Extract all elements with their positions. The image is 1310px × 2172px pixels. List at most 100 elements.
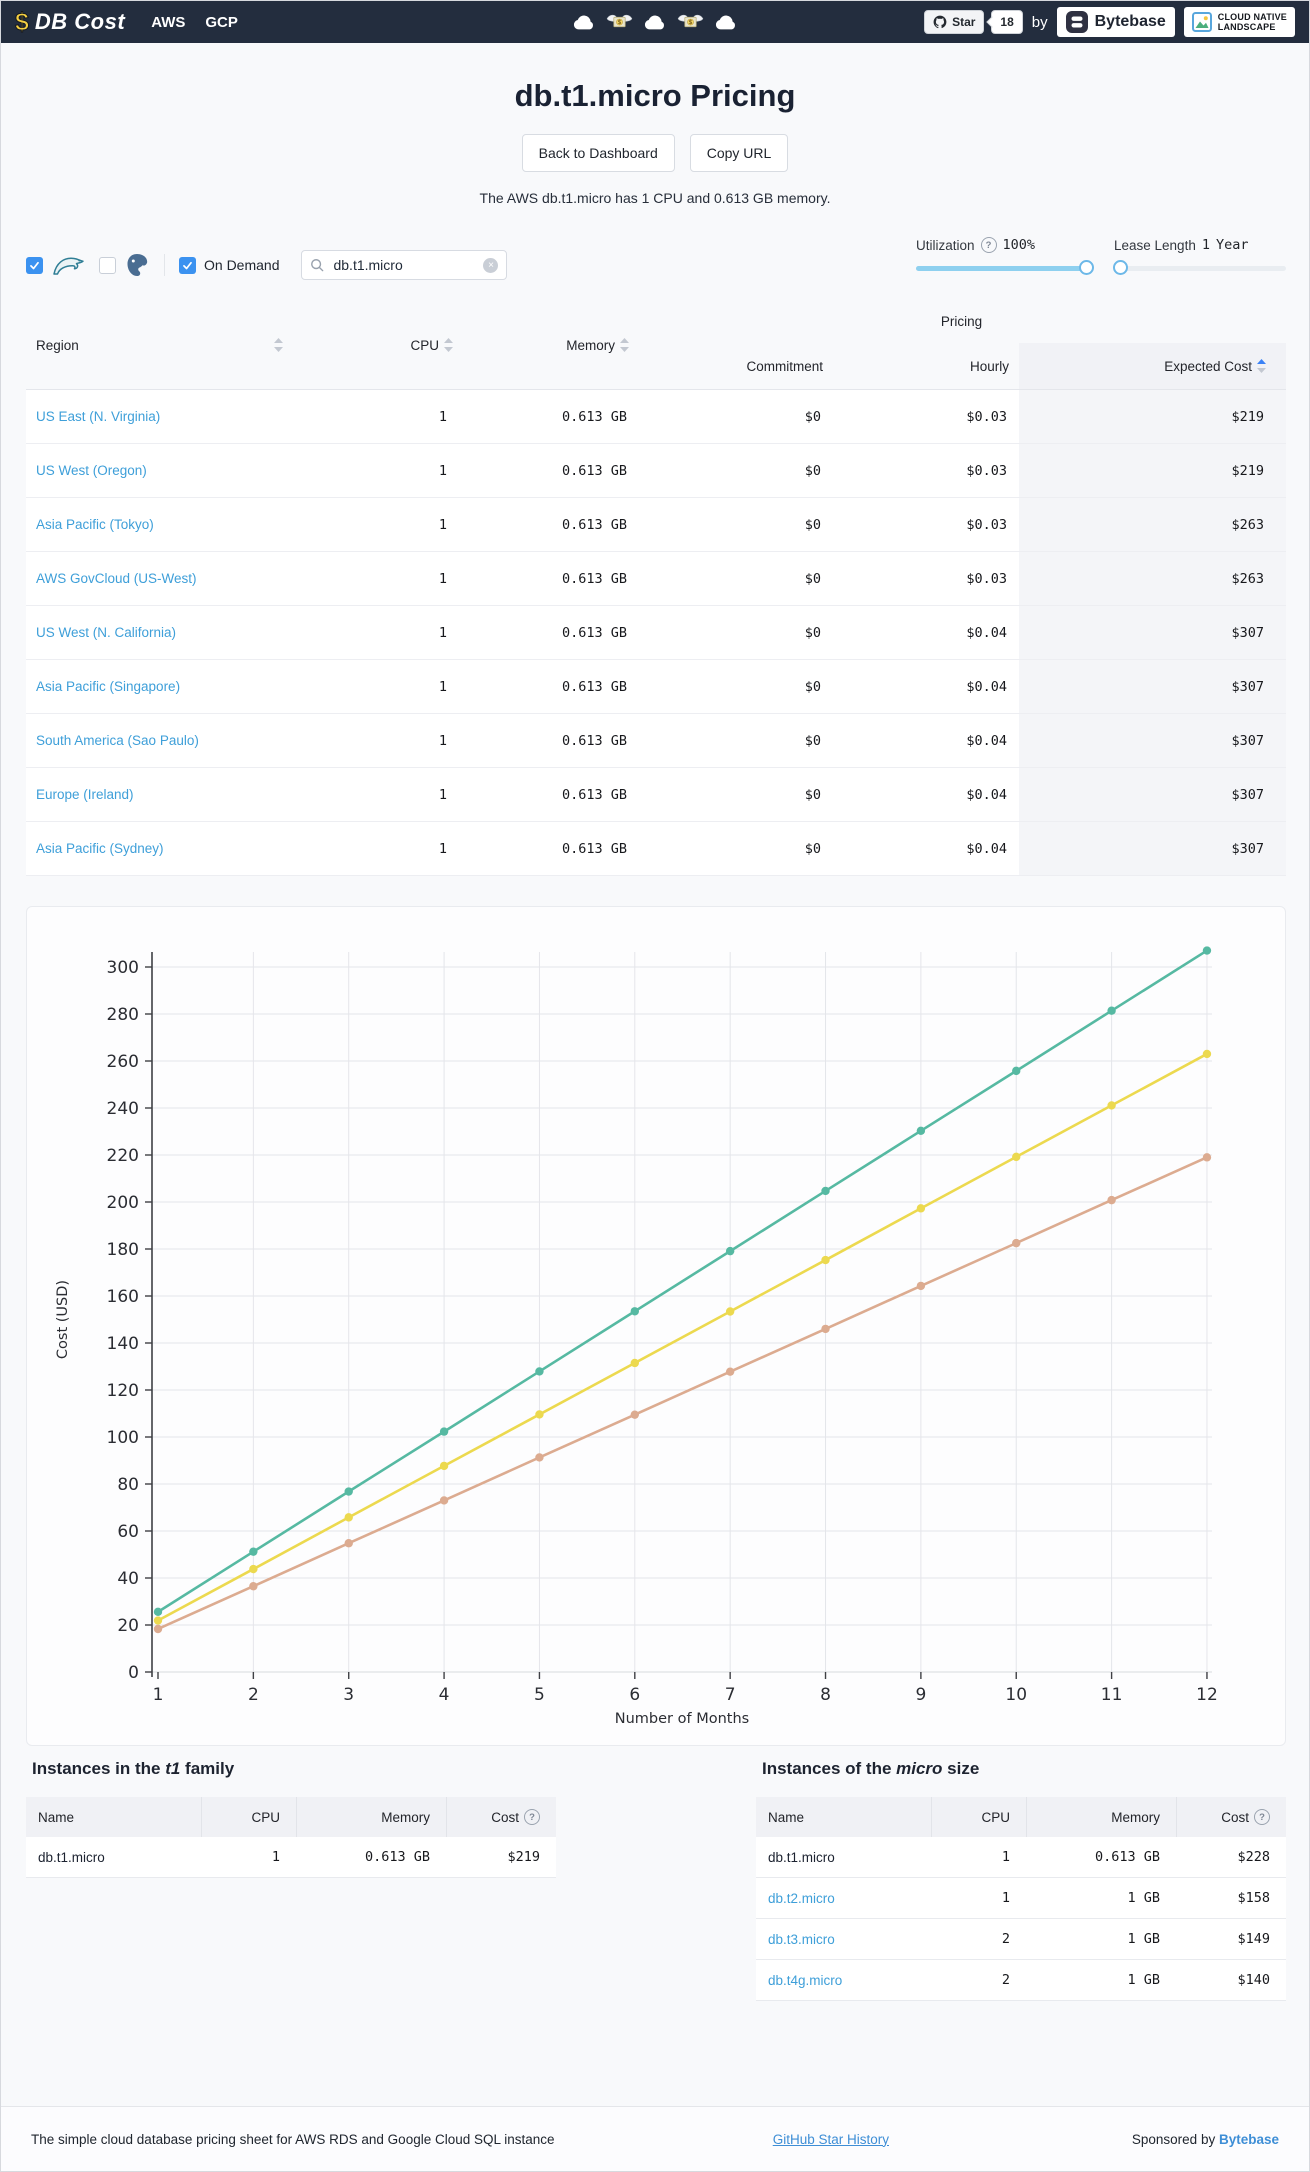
utilization-control: Utilization ? 100% — [916, 237, 1094, 291]
region-link[interactable]: US East (N. Virginia) — [36, 409, 161, 424]
search-icon — [310, 258, 324, 272]
github-star-count[interactable]: 18 — [991, 10, 1023, 34]
lease-length-slider[interactable] — [1113, 260, 1286, 275]
region-link[interactable]: South America (Sao Paulo) — [36, 733, 199, 748]
commitment-cell: $0 — [804, 624, 821, 641]
nav-links: AWS GCP — [151, 14, 238, 31]
svg-text:10: 10 — [1005, 1685, 1027, 1705]
region-link[interactable]: US West (Oregon) — [36, 463, 147, 478]
mysql-checkbox[interactable] — [26, 256, 43, 274]
commitment-cell: $0 — [804, 408, 821, 425]
expected-cost-cell: $307 — [1019, 714, 1286, 767]
region-cell: US East (N. Virginia) — [26, 390, 305, 443]
nav-item-gcp[interactable]: GCP — [205, 13, 238, 31]
utilization-value: 100% — [1002, 237, 1036, 253]
landscape-label: CLOUD NATIVE LANDSCAPE — [1217, 12, 1287, 32]
svg-text:12: 12 — [1196, 1685, 1218, 1705]
region-link[interactable]: Asia Pacific (Sydney) — [36, 841, 164, 856]
github-star-history-link[interactable]: GitHub Star History — [772, 2131, 889, 2147]
utilization-label: Utilization — [916, 237, 975, 253]
instance-link[interactable]: db.t4g.micro — [768, 1972, 843, 1988]
sponsored-by: Sponsored by Bytebase — [1131, 2131, 1279, 2147]
money-with-wings-icon: $ — [677, 13, 704, 32]
column-header-memory[interactable]: Memory — [467, 301, 637, 389]
svg-text:$: $ — [689, 20, 693, 26]
mysql-dolphin-icon — [51, 252, 85, 278]
table-row: Asia Pacific (Singapore) 1 0.613 GB $0 $0.04… — [26, 660, 1286, 714]
navbar: $ DB Cost AWS GCP $ $ Star 18 by Bytebase — [1, 1, 1309, 43]
lease-length-unit: Year — [1215, 237, 1249, 253]
github-star-widget: Star 18 — [924, 10, 1023, 34]
hourly-cell: $0.04 — [966, 840, 1007, 857]
instance-name: db.t1.micro — [768, 1849, 835, 1865]
cpu-cell: 1 — [438, 732, 447, 749]
utilization-slider-handle[interactable] — [1079, 260, 1094, 275]
size-table-header: Name CPU Memory Cost? — [756, 1797, 1286, 1837]
cost-cell: $219 — [507, 1849, 540, 1865]
bytebase-footer-link[interactable]: Bytebase — [1218, 2131, 1279, 2147]
cpu-cell: 2 — [1001, 1931, 1010, 1947]
commitment-cell: $0 — [804, 516, 821, 533]
cpu-cell: 2 — [1001, 1972, 1010, 1988]
cloud-icon — [572, 13, 596, 32]
svg-text:4: 4 — [439, 1685, 450, 1705]
instance-link[interactable]: db.t2.micro — [768, 1890, 835, 1906]
utilization-slider[interactable] — [916, 260, 1094, 275]
table-row: db.t1.micro 1 0.613 GB $219 — [26, 1837, 556, 1878]
svg-text:7: 7 — [725, 1685, 736, 1705]
svg-text:180: 180 — [107, 1240, 139, 1260]
svg-text:240: 240 — [107, 1099, 139, 1119]
by-label: by — [1031, 13, 1048, 31]
expected-cost-cell: $263 — [1019, 498, 1286, 551]
cloud-icon — [714, 13, 738, 32]
region-link[interactable]: Europe (Ireland) — [36, 787, 134, 802]
table-row: db.t4g.micro 2 1 GB $140 — [756, 1960, 1286, 2001]
nav-item-aws[interactable]: AWS — [151, 13, 186, 31]
table-row: AWS GovCloud (US-West) 1 0.613 GB $0 $0.03 $2… — [26, 552, 1286, 606]
table-row: Asia Pacific (Tokyo) 1 0.613 GB $0 $0.03 $263 — [26, 498, 1286, 552]
app-logo[interactable]: $ DB Cost — [15, 9, 125, 35]
bytebase-logo-icon — [1065, 11, 1088, 33]
cost-help-icon[interactable]: ? — [1254, 1809, 1270, 1825]
column-header-expected-cost[interactable]: Expected Cost — [1019, 343, 1286, 389]
on-demand-checkbox[interactable] — [179, 256, 196, 274]
github-star-button[interactable]: Star — [924, 10, 985, 34]
lease-length-slider-handle[interactable] — [1113, 260, 1128, 275]
cpu-cell: 1 — [438, 624, 447, 641]
sort-icon — [444, 338, 453, 352]
clear-search-icon[interactable]: × — [483, 257, 499, 273]
region-link[interactable]: Asia Pacific (Tokyo) — [36, 517, 154, 532]
search-input[interactable] — [331, 256, 477, 274]
svg-text:40: 40 — [117, 1569, 139, 1589]
commitment-cell: $0 — [804, 786, 821, 803]
back-to-dashboard-button[interactable]: Back to Dashboard — [521, 134, 675, 172]
svg-text:3: 3 — [343, 1685, 354, 1705]
utilization-help-icon[interactable]: ? — [980, 237, 997, 253]
column-header-region[interactable]: Region — [26, 301, 305, 389]
memory-cell: 0.613 GB — [561, 840, 627, 857]
page-title: db.t1.micro Pricing — [514, 77, 796, 113]
svg-text:$: $ — [618, 20, 622, 26]
bytebase-badge[interactable]: Bytebase — [1056, 7, 1175, 37]
family-table-header: Name CPU Memory Cost? — [26, 1797, 556, 1837]
column-header-cpu[interactable]: CPU — [305, 301, 467, 389]
postgresql-checkbox[interactable] — [99, 256, 116, 274]
copy-url-button[interactable]: Copy URL — [689, 134, 789, 172]
region-link[interactable]: US West (N. California) — [36, 625, 177, 640]
memory-cell: 0.613 GB — [561, 786, 627, 803]
table-row: South America (Sao Paulo) 1 0.613 GB $0 $0.0… — [26, 714, 1286, 768]
instance-name: db.t1.micro — [38, 1849, 105, 1865]
cost-help-icon[interactable]: ? — [524, 1809, 540, 1825]
filter-divider — [164, 254, 165, 276]
svg-text:80: 80 — [117, 1475, 139, 1495]
family-table-body: db.t1.micro 1 0.613 GB $219 — [26, 1837, 556, 1878]
region-link[interactable]: Asia Pacific (Singapore) — [36, 679, 181, 694]
region-link[interactable]: AWS GovCloud (US-West) — [36, 571, 197, 586]
region-cell: Europe (Ireland) — [26, 768, 305, 821]
memory-cell: 0.613 GB — [561, 732, 627, 749]
pricing-table-header: Region CPU Memory Pricing Commitment Hou… — [26, 301, 1286, 390]
cloud-native-landscape-badge[interactable]: CLOUD NATIVE LANDSCAPE — [1183, 7, 1295, 37]
instance-link[interactable]: db.t3.micro — [768, 1931, 835, 1947]
hourly-cell: $0.03 — [966, 516, 1007, 533]
expected-cost-cell: $219 — [1019, 390, 1286, 443]
